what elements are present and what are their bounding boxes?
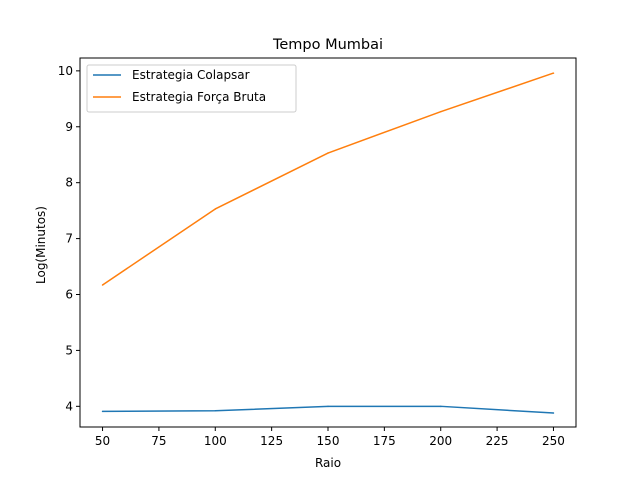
data-point	[552, 72, 555, 74]
x-tick-label: 200	[429, 434, 452, 448]
data-point	[439, 110, 442, 113]
x-tick-label: 50	[95, 434, 110, 448]
x-axis-label: Raio	[315, 456, 341, 470]
chart-title: Tempo Mumbai	[272, 37, 383, 53]
legend-label: Estrategia Colapsar	[132, 68, 250, 82]
data-point	[327, 405, 329, 408]
series-line-1	[102, 405, 554, 414]
data-point	[214, 410, 217, 412]
x-axis: 50 75 100 125 150 175 200 225 250	[95, 427, 565, 448]
plot-area	[79, 57, 577, 428]
data-point	[552, 412, 555, 414]
y-tick-label: 5	[65, 343, 73, 357]
legend-box	[86, 64, 297, 113]
data-point	[439, 405, 442, 408]
legend-label: Estrategia Força Bruta	[132, 90, 266, 104]
y-tick-label: 7	[65, 232, 73, 246]
x-tick-label: 150	[317, 434, 340, 448]
x-tick-label: 250	[542, 434, 565, 448]
data-point	[101, 284, 104, 286]
x-tick-label: 100	[204, 434, 227, 448]
y-tick-label: 10	[58, 64, 73, 78]
y-axis-label: Log(Minutos)	[34, 206, 48, 284]
series-layer	[101, 72, 555, 414]
legend: Estrategia Colapsar Estrategia Força Brut…	[86, 64, 297, 113]
y-tick-label: 8	[65, 176, 73, 190]
y-axis: 4 5 6 7 8 9 10	[58, 64, 80, 413]
data-point	[214, 208, 217, 210]
x-tick-label: 75	[151, 434, 166, 448]
data-point	[101, 410, 104, 413]
x-tick-label: 225	[486, 434, 509, 448]
data-point	[327, 152, 329, 154]
y-tick-label: 6	[65, 287, 73, 301]
x-tick-label: 175	[373, 434, 396, 448]
x-tick-label: 125	[260, 434, 283, 448]
plot-frame	[79, 57, 577, 428]
y-tick-label: 4	[65, 399, 73, 413]
y-tick-label: 9	[65, 120, 73, 134]
